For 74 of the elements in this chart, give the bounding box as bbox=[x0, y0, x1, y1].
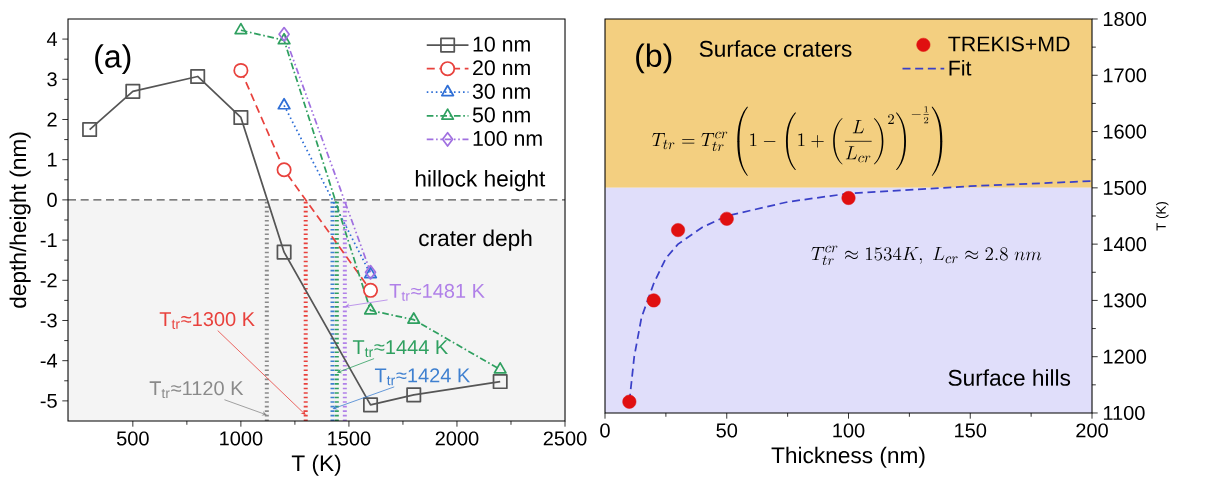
annotation: (b) bbox=[636, 43, 672, 74]
y-tick-label: 1 bbox=[48, 152, 57, 167]
y-tick-label: 1400 bbox=[1103, 237, 1147, 252]
x-tick-label: 200 bbox=[1076, 423, 1108, 438]
y-tick-label: 1300 bbox=[1103, 293, 1147, 308]
y-tick-label: 1700 bbox=[1103, 68, 1147, 83]
point bbox=[277, 32, 291, 45]
point bbox=[276, 162, 292, 178]
point bbox=[363, 282, 379, 298]
y-tick-label: 1100 bbox=[1103, 405, 1145, 421]
y-tick-label: 0 bbox=[47, 192, 57, 207]
legend-label: 10 nm bbox=[473, 36, 530, 52]
point bbox=[407, 312, 421, 324]
legend-label: 20 nm bbox=[473, 60, 530, 76]
x-tick-label: 1500 bbox=[328, 431, 371, 446]
y-tick-label: -2 bbox=[40, 273, 57, 288]
x-axis-title: Thickness (nm) bbox=[771, 446, 925, 468]
y-tick-label: 1200 bbox=[1103, 349, 1147, 364]
legend-label: TREKIS+MD bbox=[948, 36, 1070, 52]
y-tick-label: -3 bbox=[40, 313, 57, 328]
point bbox=[841, 191, 856, 205]
x-tick-label: 1000 bbox=[220, 431, 263, 446]
y-tick-label: 1800 bbox=[1103, 11, 1147, 27]
annotation: T$_{tr}$≈1424 K bbox=[374, 368, 471, 386]
annotation: T$_{tr}$≈1300 K bbox=[159, 312, 255, 329]
annotation: $T_{tr}^{cr} \approx 1534K,\ L_{cr} \approx 2.8\ nm$ bbox=[811, 245, 1042, 266]
point bbox=[646, 293, 661, 308]
annotation: T$_{tr}$≈1481 K bbox=[389, 283, 485, 301]
y-tick-label: -1 bbox=[40, 233, 57, 247]
point bbox=[492, 374, 508, 390]
x-tick-label: 2000 bbox=[435, 431, 479, 446]
x-tick-label: 0 bbox=[600, 423, 610, 438]
x-tick-label: 2500 bbox=[543, 431, 587, 446]
x-tick-label: 500 bbox=[116, 431, 149, 446]
annotation: $T_{tr} = T_{tr}^{cr}\left(1-\left(1+\left(\frac{L}{L_{cr}}\right)^{2}\right)^{-\frac{1}{2}}\right)$ bbox=[652, 106, 943, 176]
legend-label: 100 nm bbox=[473, 130, 542, 146]
legend-label: 30 nm bbox=[472, 83, 530, 99]
point bbox=[671, 223, 685, 237]
point bbox=[190, 68, 206, 85]
y-tick-label: 1500 bbox=[1103, 180, 1147, 195]
point bbox=[363, 397, 379, 413]
x-tick-label: 100 bbox=[833, 423, 865, 438]
point bbox=[276, 244, 292, 260]
y-tick-label: -4 bbox=[40, 353, 58, 368]
y-tick-label: 1600 bbox=[1103, 124, 1147, 139]
y-tick-label: 3 bbox=[47, 72, 57, 87]
band-label: Surface hills bbox=[948, 369, 1071, 386]
x-tick-label: 150 bbox=[955, 423, 987, 438]
legend-label: Fit bbox=[949, 59, 972, 76]
band-label: crater deph bbox=[419, 229, 532, 251]
x-axis-title: T (K) bbox=[291, 454, 341, 476]
point bbox=[233, 109, 249, 126]
point bbox=[363, 302, 378, 315]
point bbox=[234, 22, 248, 35]
annotation: (a) bbox=[95, 44, 131, 75]
point bbox=[233, 62, 249, 78]
point bbox=[622, 394, 637, 409]
y-tick-label: 4 bbox=[46, 32, 58, 46]
y-tick-label: 2 bbox=[47, 112, 57, 127]
annotation: T$_{tr}$≈1444 K bbox=[352, 340, 448, 357]
point bbox=[125, 83, 141, 99]
point bbox=[719, 211, 734, 226]
band-label: Surface craters bbox=[699, 40, 852, 57]
point bbox=[406, 387, 422, 403]
y-axis-title: T (K) bbox=[1156, 202, 1169, 231]
ref-line-label: hillock height bbox=[415, 170, 546, 192]
x-tick-label: 50 bbox=[716, 423, 738, 438]
point bbox=[278, 26, 290, 42]
y-axis-title: depth/height (nm) bbox=[9, 132, 31, 308]
annotation: T$_{tr}$≈1120 K bbox=[149, 381, 244, 399]
y-tick-label: -5 bbox=[40, 393, 57, 408]
legend-label: 50 nm bbox=[472, 107, 530, 123]
point bbox=[493, 361, 507, 374]
point bbox=[82, 122, 98, 138]
